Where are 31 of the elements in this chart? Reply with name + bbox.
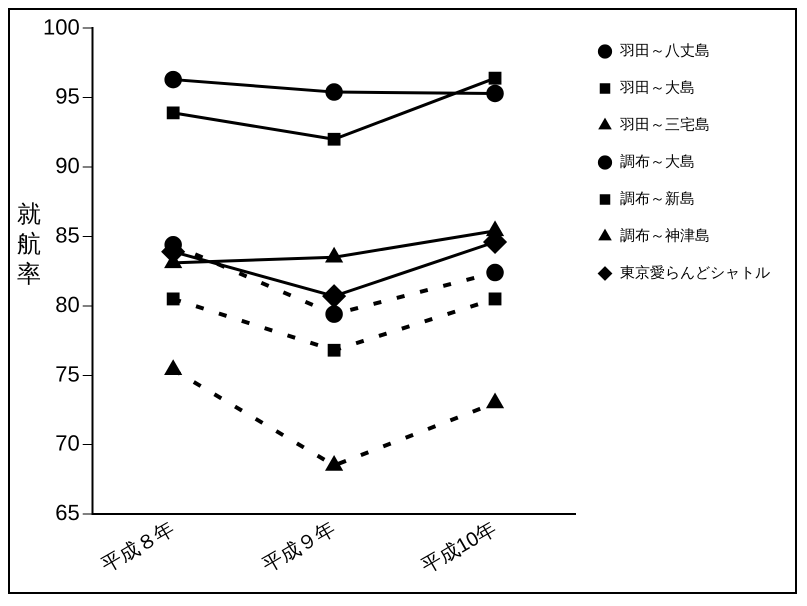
point bbox=[488, 292, 502, 306]
legend-label: 調布～大島 bbox=[620, 154, 695, 171]
point bbox=[328, 344, 341, 357]
point bbox=[322, 284, 346, 308]
legend-label: 調布～神津島 bbox=[620, 228, 710, 245]
x-tick-label: 平成８年 bbox=[98, 518, 178, 577]
point bbox=[166, 106, 180, 120]
point bbox=[486, 264, 504, 282]
y-tick-label: 90 bbox=[55, 153, 80, 178]
y-tick-label: 95 bbox=[55, 84, 80, 109]
x-tick-label: 平成９年 bbox=[259, 518, 340, 577]
point bbox=[325, 305, 343, 323]
point bbox=[166, 292, 180, 306]
legend-label: 羽田～大島 bbox=[619, 80, 695, 97]
legend-label: 羽田～八丈島 bbox=[619, 42, 710, 60]
point bbox=[328, 132, 341, 146]
y-tick-label: 75 bbox=[55, 361, 80, 386]
point bbox=[488, 72, 502, 85]
y-tick-label: 100 bbox=[42, 14, 80, 40]
y-tick-label: 70 bbox=[55, 430, 80, 456]
point bbox=[164, 70, 182, 88]
point bbox=[325, 83, 343, 101]
y-tick-label: 80 bbox=[55, 292, 80, 317]
legend-label: 調布～新島 bbox=[620, 190, 695, 208]
point bbox=[486, 84, 504, 102]
legend-label: 羽田～三宅島 bbox=[619, 116, 710, 134]
y-tick-label: 65 bbox=[55, 500, 80, 526]
y-tick-label: 85 bbox=[55, 222, 80, 248]
y-axis-title: 就航率 bbox=[16, 200, 42, 290]
legend-label: 東京愛らんどシャトル bbox=[620, 264, 770, 282]
x-tick-label: 平成10年 bbox=[418, 518, 500, 578]
